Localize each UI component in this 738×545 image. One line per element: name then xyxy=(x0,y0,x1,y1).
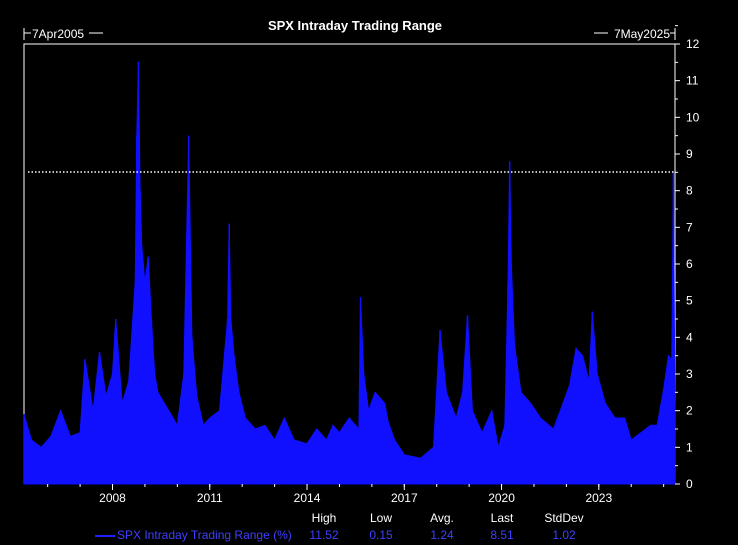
y-tick-label: 12 xyxy=(686,37,700,51)
y-tick-label: 5 xyxy=(686,294,693,308)
y-tick-label: 2 xyxy=(686,404,693,418)
start-date-label: 7Apr2005 xyxy=(32,27,84,41)
stat-header-high: High xyxy=(311,511,337,525)
y-tick-label: 8 xyxy=(686,184,693,198)
y-tick-label: 9 xyxy=(686,147,693,161)
x-tick-label: 2020 xyxy=(488,491,515,505)
y-tick-label: 3 xyxy=(686,367,693,381)
y-tick-label: 4 xyxy=(686,330,693,344)
stat-header-last: Last xyxy=(490,511,514,525)
y-tick-label: 6 xyxy=(686,257,693,271)
stats-panel: High Low Avg. Last StdDev SPX Intraday T… xyxy=(0,509,738,545)
y-tick-label: 0 xyxy=(686,477,693,491)
series-layer xyxy=(23,61,676,485)
legend-swatch xyxy=(95,535,115,537)
stat-value-avg: 1.24 xyxy=(430,528,454,542)
stat-value-stddev: 1.02 xyxy=(552,528,576,542)
legend-label: SPX Intraday Trading Range (%) xyxy=(117,528,292,542)
x-tick-label: 2017 xyxy=(391,491,418,505)
end-date-label: 7May2025 xyxy=(614,27,670,41)
stat-value-last: 8.51 xyxy=(490,528,514,542)
stat-header-avg: Avg. xyxy=(430,511,454,525)
x-tick-label: 2014 xyxy=(294,491,321,505)
y-tick-label: 1 xyxy=(686,440,693,454)
stat-value-low: 0.15 xyxy=(369,528,393,542)
stat-value-high: 11.52 xyxy=(309,528,339,542)
stat-header-low: Low xyxy=(369,511,392,525)
x-tick-label: 2023 xyxy=(585,491,612,505)
y-tick-label: 7 xyxy=(686,220,693,234)
y-tick-label: 11 xyxy=(686,74,699,88)
x-tick-label: 2008 xyxy=(99,491,126,505)
x-axis: 2008 2011 2014 2017 2020 2023 xyxy=(47,484,665,505)
chart-title: SPX Intraday Trading Range xyxy=(268,18,442,33)
y-tick-label: 10 xyxy=(686,110,700,124)
stat-header-stddev: StdDev xyxy=(544,511,584,525)
x-tick-label: 2011 xyxy=(197,491,223,505)
